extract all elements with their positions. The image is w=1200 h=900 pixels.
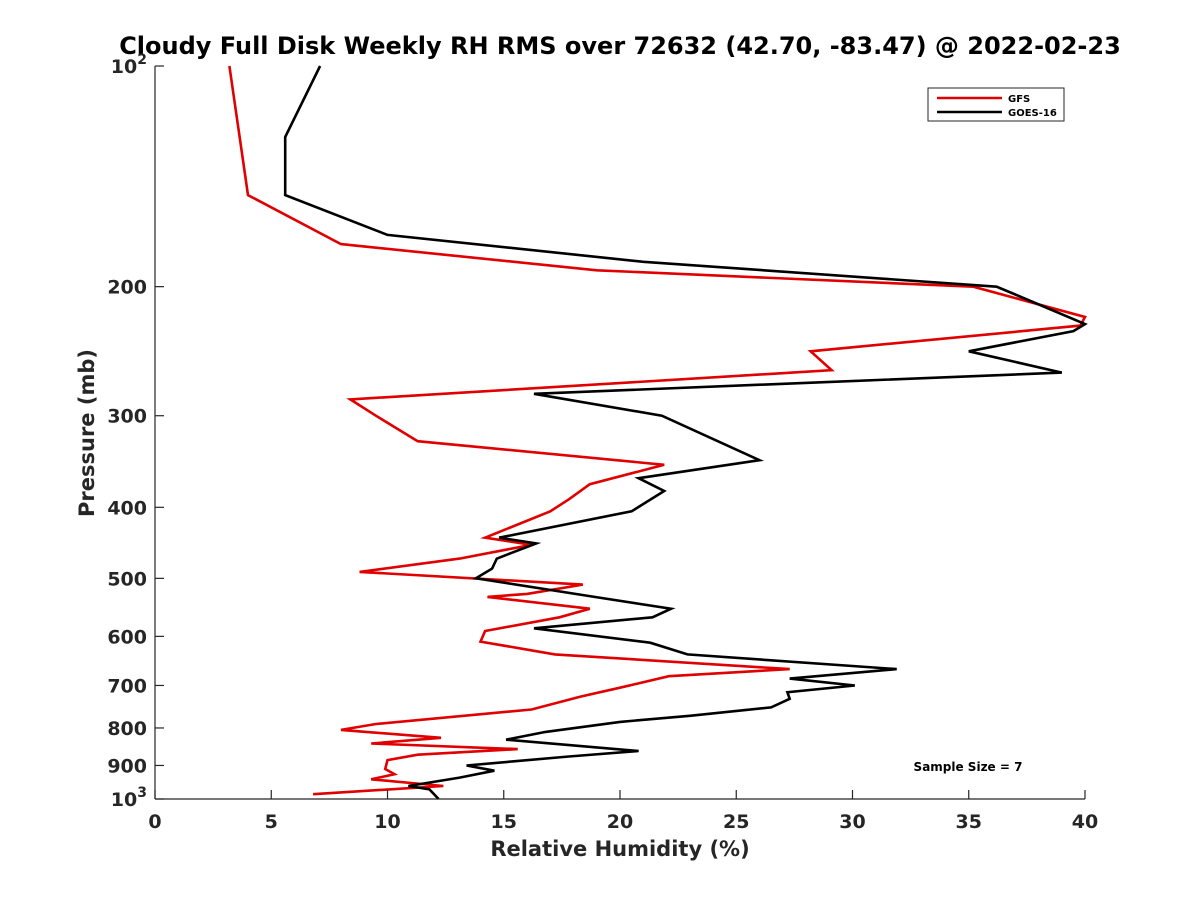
x-tick-label: 5	[265, 811, 278, 833]
legend-label: GOES-16	[1008, 108, 1057, 119]
plot-background	[155, 66, 1085, 799]
x-tick-label: 30	[839, 811, 865, 833]
legend: GFS GOES-16	[927, 87, 1065, 122]
series-layer	[228, 65, 1088, 800]
legend-box	[927, 87, 1065, 122]
y-tick-label: 900	[107, 755, 147, 777]
chart-title: Cloudy Full Disk Weekly RH RMS over 7263…	[119, 32, 1121, 60]
y-tick-label: 102	[111, 52, 147, 78]
x-tick-label: 35	[956, 811, 982, 833]
x-tick-label: 0	[148, 811, 161, 833]
x-tick-label: 10	[374, 811, 400, 833]
y-ticks: 102 200 300 400 500 600 700 800 900 103	[107, 52, 164, 811]
y-tick-label: 103	[111, 785, 147, 811]
y-tick-label: 200	[107, 277, 147, 299]
series-line-goes-16	[283, 65, 1088, 800]
x-axis-label: Relative Humidity (%)	[490, 837, 749, 861]
legend-entries: GFS GOES-16	[937, 94, 1057, 119]
y-tick-label: 600	[107, 626, 147, 648]
y-tick-label: 800	[107, 718, 147, 740]
sample-size-annotation: Sample Size = 7	[914, 760, 1023, 774]
x-tick-label: 40	[1072, 811, 1098, 833]
y-tick-label: 700	[107, 675, 147, 697]
y-axis-label: Pressure (mb)	[75, 349, 99, 517]
legend-label: GFS	[1008, 94, 1030, 105]
plot-area: 0 5 10 15 20 25 30 35 40 102 200 300 400 500 600 700 80…	[107, 52, 1098, 833]
y-tick-label: 400	[107, 497, 147, 519]
x-tick-label: 20	[607, 811, 633, 833]
y-tick-label: 500	[107, 568, 147, 590]
x-tick-label: 25	[723, 811, 749, 833]
series-line-gfs	[228, 65, 1087, 796]
y-tick-label: 300	[107, 406, 147, 428]
x-ticks: 0 5 10 15 20 25 30 35 40	[148, 790, 1098, 833]
x-tick-label: 15	[491, 811, 517, 833]
